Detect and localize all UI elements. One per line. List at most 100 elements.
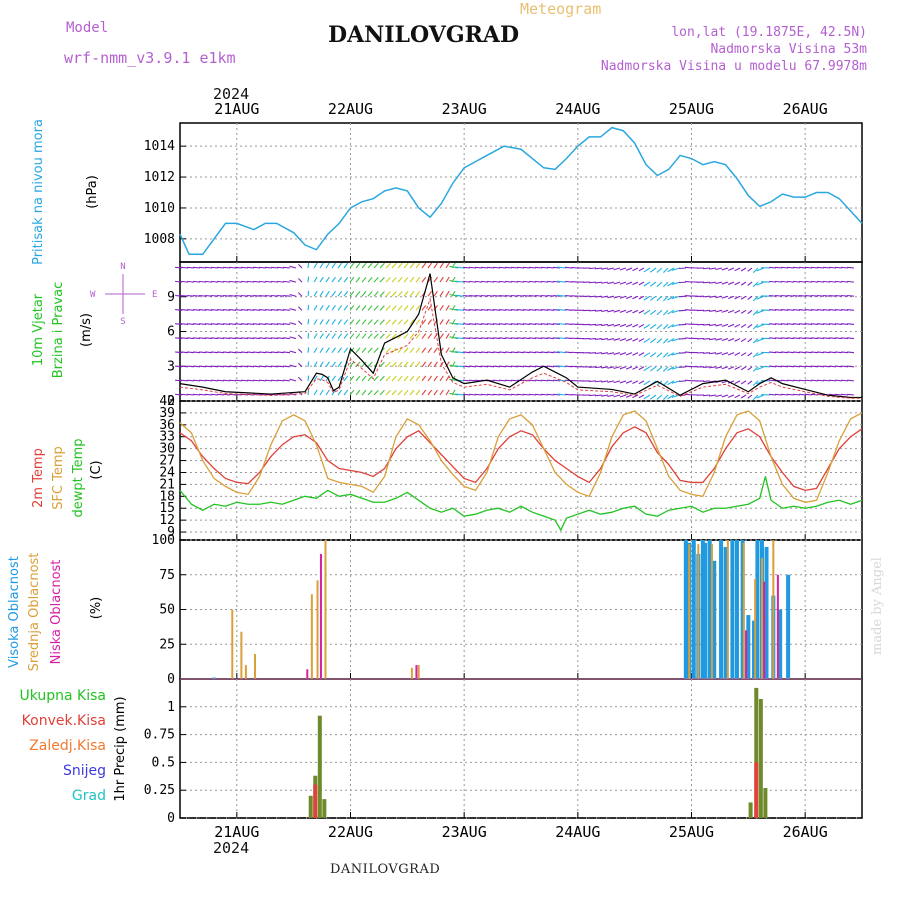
wind-arrow bbox=[481, 365, 489, 368]
wind-arrow bbox=[487, 365, 495, 368]
wind-arrow bbox=[319, 305, 324, 311]
wind-arrow bbox=[187, 266, 195, 269]
wind-arrow bbox=[656, 295, 663, 302]
wind-arrow bbox=[391, 262, 397, 269]
wind-arrow bbox=[211, 365, 219, 368]
wind-arrow bbox=[734, 366, 741, 370]
wind-arrow bbox=[289, 364, 297, 368]
wind-arrow bbox=[756, 295, 765, 300]
cloud-bar-0 bbox=[700, 540, 705, 679]
wind-arrow bbox=[685, 337, 693, 340]
temperature-ytick-label: 9 bbox=[167, 525, 175, 540]
wind-arrow bbox=[679, 352, 687, 354]
wind-arrow bbox=[709, 394, 717, 397]
wind-arrow bbox=[307, 290, 310, 297]
wind-arrow bbox=[229, 393, 237, 396]
wind-arrow bbox=[811, 323, 819, 325]
cloud-bar-1 bbox=[710, 544, 713, 679]
wind-arrow bbox=[769, 266, 777, 269]
wind-arrow bbox=[734, 281, 741, 286]
wind-arrow bbox=[619, 366, 627, 370]
wind-arrow bbox=[595, 366, 603, 369]
wind-arrow bbox=[793, 280, 801, 283]
wind-arrow bbox=[756, 366, 765, 371]
wind-arrow bbox=[193, 379, 201, 382]
wind-arrow bbox=[175, 351, 183, 354]
wind-arrow bbox=[259, 323, 267, 325]
wind-arrow bbox=[649, 267, 657, 273]
wind-arrow bbox=[613, 366, 621, 370]
wind-arrow bbox=[638, 380, 645, 385]
wind-arrow bbox=[740, 394, 747, 399]
wind-arrow bbox=[403, 262, 409, 269]
wind-arrow bbox=[625, 267, 633, 271]
wind-arrow bbox=[709, 295, 717, 298]
sfc-temp-ylabel: SFC Temp bbox=[51, 446, 66, 510]
wind-arrow bbox=[703, 267, 711, 270]
wind-arrow bbox=[663, 366, 669, 372]
wind-arrow bbox=[187, 351, 195, 354]
wind-arrow bbox=[769, 379, 777, 382]
wind-arrow bbox=[439, 319, 444, 325]
wind-arrow bbox=[421, 319, 427, 325]
wind-arrow bbox=[829, 365, 837, 368]
wind-arrow bbox=[397, 262, 403, 269]
wind-arrow bbox=[343, 290, 349, 297]
wind-arrow bbox=[223, 294, 231, 297]
wind-arrow bbox=[619, 309, 627, 313]
wind-arrow bbox=[463, 351, 471, 354]
wind-arrow bbox=[734, 380, 741, 385]
wind-arrow bbox=[601, 309, 609, 313]
clouds-ytick-label: 100 bbox=[152, 533, 175, 548]
precip-ytick-label: 0.75 bbox=[144, 728, 175, 743]
wind-arrow bbox=[403, 276, 409, 283]
wind-arrow bbox=[325, 262, 330, 269]
wind-arrow bbox=[337, 375, 343, 382]
wind-arrow bbox=[649, 366, 657, 372]
wind-arrow bbox=[523, 351, 531, 354]
wind-arrow bbox=[663, 309, 669, 316]
wind-arrow bbox=[601, 366, 609, 369]
wind-arrow bbox=[727, 267, 735, 271]
wind-arrow bbox=[385, 262, 391, 269]
wind-arrow bbox=[529, 280, 537, 283]
wind-arrow bbox=[663, 267, 669, 274]
wind-arrow bbox=[747, 267, 753, 272]
wind-arrow bbox=[625, 366, 633, 370]
wind-arrow bbox=[715, 323, 723, 327]
wind-arrow bbox=[409, 276, 415, 283]
wind-arrow bbox=[523, 323, 531, 325]
model-elevation-text: Nadmorska Visina u modelu 67.9978m bbox=[600, 59, 867, 74]
precip-legend-0: Ukupna Kisa bbox=[19, 688, 106, 704]
wind-arrow bbox=[607, 338, 615, 341]
wind-arrow bbox=[613, 295, 621, 299]
wind-arrow bbox=[595, 309, 603, 312]
wind-arrow bbox=[241, 379, 249, 382]
wind-arrow bbox=[289, 265, 297, 269]
wind-arrow bbox=[205, 309, 213, 311]
wind-arrow bbox=[656, 267, 663, 273]
wind-arrow bbox=[847, 379, 855, 382]
wind-arrow bbox=[355, 291, 361, 297]
wind-arrow bbox=[259, 266, 267, 269]
wind-arrow bbox=[307, 262, 310, 269]
wind-arrow bbox=[187, 365, 195, 368]
wind-arrow bbox=[823, 266, 831, 269]
wind-arrow bbox=[619, 380, 627, 384]
wind-arrow bbox=[541, 309, 549, 311]
wind-arrow bbox=[193, 337, 201, 340]
wind-arrow bbox=[721, 281, 729, 285]
wind-arrow bbox=[403, 319, 409, 325]
wind-arrow bbox=[391, 291, 397, 297]
wind-arrow bbox=[175, 323, 183, 325]
wind-arrow bbox=[505, 266, 513, 269]
wind-arrow bbox=[187, 393, 195, 396]
wind-arrow bbox=[643, 338, 651, 343]
wind-arrow bbox=[553, 266, 561, 269]
wind-arrow bbox=[589, 267, 597, 270]
wind-arrow bbox=[823, 309, 831, 311]
wind-arrow bbox=[817, 323, 825, 325]
wind-arrow bbox=[445, 262, 450, 269]
wind-arrow bbox=[553, 379, 561, 382]
wind-arrow bbox=[847, 294, 855, 297]
